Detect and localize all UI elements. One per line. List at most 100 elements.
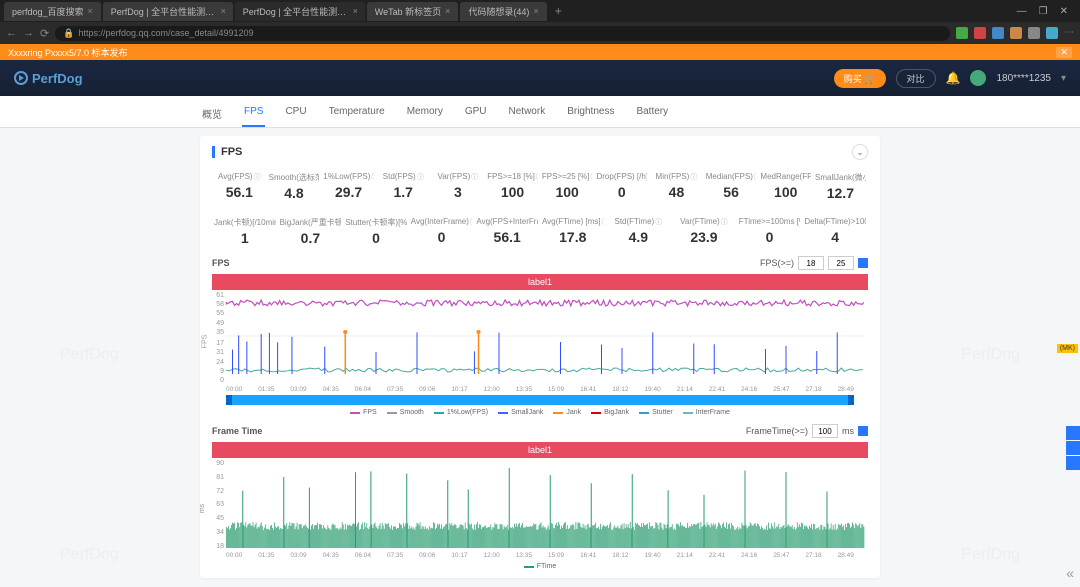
metric: FTime>=100ms [%]ⓘ0 <box>737 213 803 250</box>
metric: Avg(FPS+InterFrame)ⓘ56.1 <box>474 213 540 250</box>
browser-tab[interactable]: PerfDog | 全平台性能测试分析工…× <box>235 2 365 21</box>
expand-icon[interactable]: « <box>1066 565 1074 581</box>
ext-icon[interactable] <box>1010 27 1022 39</box>
metric: Std(FTime)ⓘ4.9 <box>606 213 672 250</box>
metric: Avg(FTime) [ms]ⓘ17.8 <box>540 213 606 250</box>
browser-urlbar: ← → ⟳ 🔒https://perfdog.qq.com/case_detai… <box>0 22 1080 44</box>
bell-icon[interactable]: 🔔 <box>946 71 961 85</box>
metric: 1%Low(FPS)ⓘ29.7 <box>321 168 376 205</box>
legend-item[interactable]: Smooth <box>387 409 424 416</box>
legend-item[interactable]: BigJank <box>591 409 629 416</box>
x-axis: 00:0001:3503:0904:3506:0407:3509:0610:17… <box>212 552 868 559</box>
chart-header: Frame Time FrameTime(>=) ms <box>212 424 868 438</box>
brand-logo[interactable]: PerfDog <box>14 71 83 86</box>
side-button[interactable] <box>1066 441 1080 455</box>
color-swatch[interactable] <box>858 258 868 268</box>
watermark: PerfDog <box>961 546 1020 564</box>
legend-item[interactable]: 1%Low(FPS) <box>434 409 488 416</box>
legend-item[interactable]: Stutter <box>639 409 673 416</box>
side-buttons <box>1066 426 1080 470</box>
metric: Stutter(卡顿率)[%]ⓘ0 <box>343 213 409 250</box>
browser-tab[interactable]: 代码随想录(44)× <box>460 2 546 21</box>
tab-gpu[interactable]: GPU <box>463 102 489 127</box>
side-button[interactable] <box>1066 456 1080 470</box>
watermark: PerfDog <box>60 546 119 564</box>
close-icon[interactable]: × <box>445 6 450 16</box>
tab-network[interactable]: Network <box>507 102 548 127</box>
buy-button[interactable]: 购买 🛒 <box>834 69 886 88</box>
metric: FPS>=18 [%]ⓘ100 <box>485 168 540 205</box>
metric: Jank(卡顿)[/10min]ⓘ1 <box>212 213 278 250</box>
ftime-chart[interactable]: ms 90817263453418 <box>212 460 868 550</box>
new-tab-button[interactable]: + <box>549 4 568 18</box>
fps-panel: FPS ⌄ Avg(FPS)ⓘ56.1Smooth(选标范围)ⓘ4.81%Low… <box>200 136 880 578</box>
banner-close-icon[interactable]: ✕ <box>1056 47 1072 58</box>
address-input[interactable]: 🔒https://perfdog.qq.com/case_detail/4991… <box>55 26 950 41</box>
app-header: PerfDog 购买 🛒 对比 🔔 180****1235▾ <box>0 60 1080 96</box>
metric: Std(FPS)ⓘ1.7 <box>376 168 431 205</box>
metric: SmallJank(微小卡顿)[/10min]ⓘ12.7 <box>813 168 868 205</box>
forward-icon[interactable]: → <box>23 27 34 39</box>
close-icon[interactable]: × <box>88 6 93 16</box>
watermark: PerfDog <box>60 346 119 364</box>
notice-banner: Xxxxring Pxxxx5/7.0 标本发布 ✕ <box>0 44 1080 60</box>
metric: Var(FTime)ⓘ23.9 <box>671 213 737 250</box>
close-icon[interactable]: × <box>533 6 538 16</box>
metric: MedRange(FPS)[%]ⓘ100 <box>758 168 813 205</box>
ftime-threshold[interactable] <box>812 424 838 438</box>
chart-label[interactable]: label1 <box>212 274 868 290</box>
metric: Drop(FPS) [/h]ⓘ0 <box>594 168 649 205</box>
minimize-icon[interactable]: — <box>1017 6 1027 17</box>
browser-titlebar: perfdog_百度搜索× PerfDog | 全平台性能测试分析工…× Per… <box>0 0 1080 22</box>
tab-battery[interactable]: Battery <box>634 102 670 127</box>
ext-icon[interactable] <box>1046 27 1058 39</box>
fps-threshold-1[interactable] <box>798 256 824 270</box>
ext-icon[interactable] <box>956 27 968 39</box>
content-area: PerfDog PerfDog PerfDog PerfDog 概览 FPS CPU… <box>0 96 1080 587</box>
browser-tab[interactable]: perfdog_百度搜索× <box>4 2 101 21</box>
lock-icon: 🔒 <box>63 28 74 39</box>
watermark: PerfDog <box>961 346 1020 364</box>
panel-header: FPS ⌄ <box>212 144 868 160</box>
legend-item[interactable]: InterFrame <box>683 409 730 416</box>
ext-icon[interactable] <box>1028 27 1040 39</box>
tab-brightness[interactable]: Brightness <box>565 102 616 127</box>
extensions: ⋯ <box>956 27 1074 39</box>
fps-threshold-2[interactable] <box>828 256 854 270</box>
metric: Avg(InterFrame)ⓘ0 <box>409 213 475 250</box>
maximize-icon[interactable]: ❐ <box>1039 6 1048 17</box>
close-window-icon[interactable]: ✕ <box>1060 6 1068 17</box>
side-button[interactable] <box>1066 426 1080 440</box>
close-icon[interactable]: × <box>353 6 357 16</box>
tab-cpu[interactable]: CPU <box>283 102 308 127</box>
ext-icon[interactable] <box>992 27 1004 39</box>
metrics-row: Avg(FPS)ⓘ56.1Smooth(选标范围)ⓘ4.81%Low(FPS)ⓘ… <box>212 168 868 205</box>
tab-temperature[interactable]: Temperature <box>327 102 387 127</box>
username[interactable]: 180****1235 <box>996 73 1051 84</box>
collapse-icon[interactable]: ⌄ <box>852 144 868 160</box>
metric-tabs: 概览 FPS CPU Temperature Memory GPU Network Brigh… <box>0 96 1080 128</box>
metric: Min(FPS)ⓘ48 <box>649 168 704 205</box>
time-scrubber[interactable] <box>226 395 854 405</box>
color-swatch[interactable] <box>858 426 868 436</box>
chart-legend: FPS Smooth 1%Low(FPS) SmallJank Jank BigJank S… <box>212 409 868 416</box>
reload-icon[interactable]: ⟳ <box>40 27 49 40</box>
metric: Median(FPS)ⓘ56 <box>704 168 759 205</box>
tab-memory[interactable]: Memory <box>405 102 445 127</box>
compare-button[interactable]: 对比 <box>896 69 936 88</box>
ext-icon[interactable] <box>974 27 986 39</box>
fps-chart[interactable]: FPS 615855493517312490 <box>212 292 868 384</box>
menu-icon[interactable]: ⋯ <box>1064 27 1074 39</box>
legend-item[interactable]: FPS <box>350 409 377 416</box>
browser-tab[interactable]: PerfDog | 全平台性能测试分析工…× <box>103 2 233 21</box>
browser-tab[interactable]: WeTab 新标签页× <box>367 2 459 21</box>
avatar[interactable] <box>970 70 986 86</box>
tab-概览[interactable]: 概览 <box>200 102 224 127</box>
tab-fps[interactable]: FPS <box>242 102 265 127</box>
chart-label[interactable]: label1 <box>212 442 868 458</box>
side-tag[interactable]: (MK) <box>1057 344 1078 353</box>
close-icon[interactable]: × <box>221 6 225 16</box>
legend-item[interactable]: Jank <box>553 409 581 416</box>
legend-item[interactable]: SmallJank <box>498 409 543 416</box>
back-icon[interactable]: ← <box>6 27 17 39</box>
